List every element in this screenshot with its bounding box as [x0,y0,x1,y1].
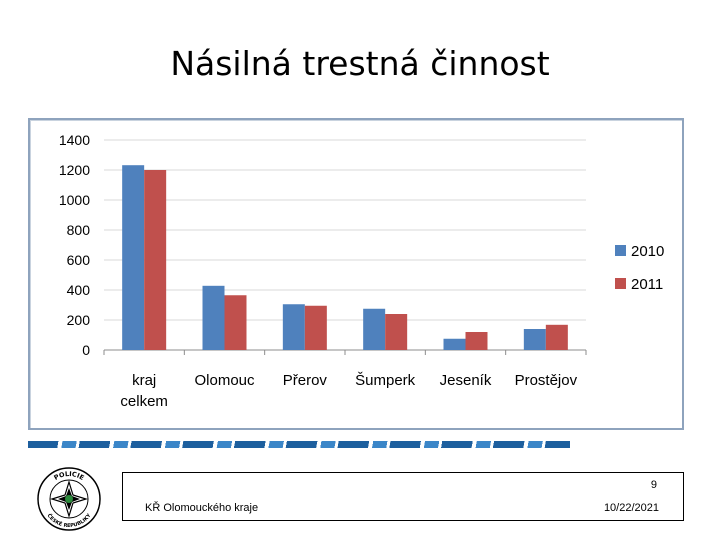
legend-label: 2011 [631,276,663,293]
bar-2011 [144,170,167,350]
x-tick-label: Šumperk [355,372,416,389]
y-tick-label: 400 [67,282,91,298]
y-tick-label: 1400 [59,132,90,148]
legend-swatch [615,245,626,256]
bar-chart: 0 200 400 600 800 1000 1200 1400 kraj celkem Olomo… [59,132,665,410]
footer-organization: KŘ Olomouckého kraje [145,502,259,514]
x-tick-label: celkem [120,393,168,410]
police-logo: POLICIE ČESKÉ REPUBLIKY [37,467,101,531]
decorative-stripe [28,441,570,448]
x-tick-label: Přerov [283,372,328,389]
bar-2011 [385,314,408,350]
bar-2010 [363,308,386,350]
y-tick-label: 800 [67,222,91,238]
y-tick-label: 600 [67,252,91,268]
y-tick-label: 1200 [59,162,90,178]
bar-2010 [122,165,145,350]
bar-2011 [545,324,568,350]
legend-label: 2010 [631,243,664,260]
y-tick-label: 0 [82,342,90,358]
footer-box: KŘ Olomouckého kraje 9 10/22/2021 [122,472,684,521]
bar-2010 [523,329,546,350]
bar-2010 [443,338,466,350]
chart-container: 0 200 400 600 800 1000 1200 1400 kraj celkem Olomo… [28,118,684,430]
bar-2011 [224,295,247,350]
legend-swatch [615,278,626,289]
y-tick-label: 200 [67,312,91,328]
y-tick-label: 1000 [59,192,90,208]
x-tick-label: Jeseník [440,372,492,389]
x-tick-label: Olomouc [194,372,255,389]
bar-2010 [202,285,225,350]
x-tick-label: kraj [132,372,156,389]
slide-title: Násilná trestná činnost [170,44,550,83]
bar-2011 [304,305,327,350]
x-tick-label: Prostějov [515,372,578,389]
bar-2011 [465,332,488,350]
page-number: 9 [650,479,657,491]
footer-date: 10/22/2021 [603,502,659,514]
bar-2010 [282,304,305,350]
